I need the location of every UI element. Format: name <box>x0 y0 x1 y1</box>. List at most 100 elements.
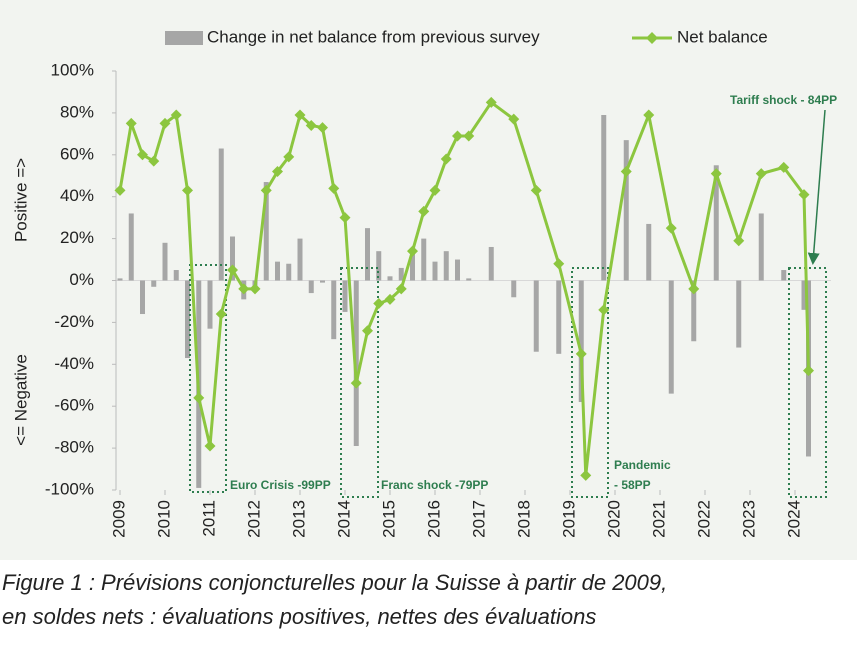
marker <box>530 184 542 196</box>
caption: Figure 1 : Prévisions conjoncturelles po… <box>2 570 667 595</box>
x-tick-label: 2017 <box>469 500 488 538</box>
bar <box>173 270 179 281</box>
bar <box>432 261 438 281</box>
marker <box>193 392 205 404</box>
legend-label: Net balance <box>677 27 768 46</box>
marker <box>755 168 767 180</box>
marker <box>227 264 238 276</box>
bar <box>331 280 337 340</box>
bar <box>556 280 562 354</box>
y-tick-label: -40% <box>54 354 94 373</box>
bar <box>387 276 393 281</box>
x-tick-label: 2024 <box>784 500 803 538</box>
marker <box>373 298 385 310</box>
marker <box>125 117 137 129</box>
marker <box>440 153 452 165</box>
bar <box>646 223 652 281</box>
marker <box>463 130 475 142</box>
x-tick-label: 2020 <box>604 500 623 538</box>
bar <box>218 148 224 281</box>
marker <box>238 283 250 295</box>
bar <box>342 280 348 312</box>
x-tick-label: 2014 <box>334 500 353 538</box>
marker <box>283 151 295 163</box>
legend: Change in net balance from previous surv… <box>165 27 768 46</box>
y-tick-label: 0% <box>69 270 94 289</box>
marker <box>148 155 160 167</box>
marker <box>575 348 587 360</box>
marker <box>429 184 441 196</box>
marker <box>170 109 182 121</box>
bar <box>263 182 269 281</box>
marker <box>317 122 328 134</box>
marker <box>384 293 396 305</box>
marker <box>580 469 592 481</box>
marker <box>204 440 216 452</box>
marker <box>407 245 418 257</box>
marker <box>620 166 632 178</box>
marker <box>798 189 810 201</box>
bar <box>578 280 584 403</box>
bar <box>162 242 168 281</box>
marker <box>215 308 227 320</box>
marker <box>328 182 340 194</box>
y-tick-label: -80% <box>54 438 94 457</box>
x-tick-label: 2018 <box>514 500 533 538</box>
bar <box>365 228 370 281</box>
y-tick-label: 60% <box>60 144 94 163</box>
bar <box>713 165 719 281</box>
x-tick-label: 2023 <box>739 500 758 538</box>
marker <box>598 304 610 316</box>
legend-label: Change in net balance from previous surv… <box>207 27 540 46</box>
legend-swatch <box>165 31 203 45</box>
legend-marker <box>646 32 658 44</box>
bar <box>117 278 123 281</box>
bar <box>736 280 742 348</box>
bar <box>230 236 235 281</box>
marker <box>159 117 171 129</box>
y-tick-label: 100% <box>51 60 94 79</box>
marker <box>803 365 814 377</box>
y-tick-label: -60% <box>54 396 94 415</box>
marker <box>114 184 126 196</box>
marker <box>272 166 283 178</box>
annotation-box <box>189 264 227 493</box>
marker <box>362 325 373 337</box>
marker <box>553 258 565 270</box>
x-tick-label: 2011 <box>199 500 218 537</box>
x-tick-label: 2012 <box>244 500 263 538</box>
y-tick-label: -100% <box>45 479 94 498</box>
marker <box>688 283 700 295</box>
bar <box>533 280 539 352</box>
marker <box>508 113 520 125</box>
marker <box>778 161 790 173</box>
x-tick-label: 2013 <box>289 500 308 538</box>
x-tick-label: 2022 <box>694 500 713 538</box>
bar <box>410 253 415 281</box>
bar <box>286 263 292 281</box>
marker <box>294 109 306 121</box>
y-axis-label: <= Negative <box>11 354 30 446</box>
bar <box>758 213 764 281</box>
marker <box>710 168 722 180</box>
annotation: - 58PP <box>614 478 651 492</box>
bar <box>466 278 472 281</box>
bar <box>421 238 427 281</box>
bar <box>488 246 494 281</box>
annotation-box <box>571 267 609 498</box>
marker <box>733 235 745 247</box>
x-tick-label: 2015 <box>379 500 398 538</box>
x-tick-label: 2016 <box>424 500 443 538</box>
marker <box>452 130 463 142</box>
bar <box>781 270 787 281</box>
marker <box>305 119 317 131</box>
marker <box>339 212 351 224</box>
annotation-box <box>788 267 827 498</box>
bar <box>623 140 629 281</box>
bar <box>297 238 303 281</box>
x-tick-label: 2019 <box>559 500 578 538</box>
marker <box>485 96 497 108</box>
marker <box>643 109 655 121</box>
bar <box>601 114 607 281</box>
